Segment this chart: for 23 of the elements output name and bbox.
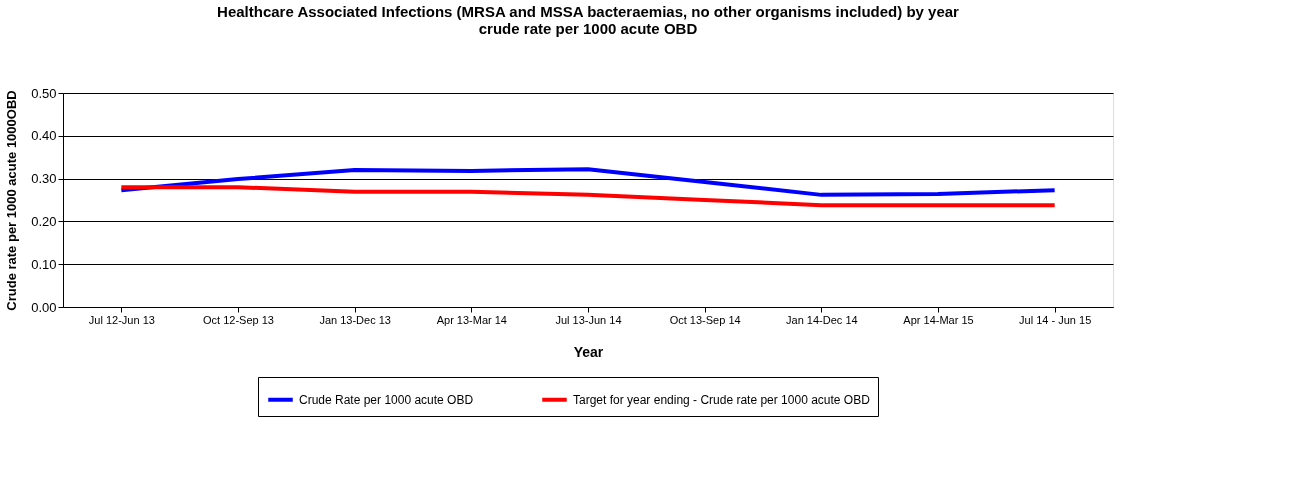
x-axis-title: Year <box>573 343 604 360</box>
x-tick-label: Jan 14-Dec 14 <box>786 313 858 326</box>
x-tick-label: Jul 13-Jun 14 <box>555 313 622 326</box>
y-tick-label: 0.50 <box>31 85 57 101</box>
legend-label: Target for year ending - Crude rate per 1000 acute OBD <box>573 392 871 407</box>
line-series <box>119 167 1057 197</box>
y-tick-label: 0.20 <box>31 213 57 229</box>
x-tick-label: Apr 13-Mar 14 <box>436 313 507 326</box>
x-tick-label: Jan 13-Dec 13 <box>319 313 391 326</box>
legend-label: Crude Rate per 1000 acute OBD <box>299 392 474 407</box>
x-tick-label: Jul 14 - Jun 15 <box>1019 313 1092 326</box>
text: crude rate per 1000 acute OBD <box>478 20 698 37</box>
line-series <box>119 185 1057 208</box>
text: Healthcare Associated Infections (MRSA and MSSA bacteraemias, no other organisms included) by year <box>217 3 959 20</box>
y-tick-label: 0.30 <box>31 171 57 187</box>
y-tick-label: 0.00 <box>31 299 57 315</box>
x-tick-label: Oct 12-Sep 13 <box>203 313 274 326</box>
y-tick-label: 0.40 <box>31 128 57 144</box>
y-tick-label: 0.10 <box>31 256 57 272</box>
x-tick-label: Oct 13-Sep 14 <box>669 313 741 326</box>
x-tick-label: Apr 14-Mar 15 <box>903 313 974 326</box>
x-tick-label: Jul 12-Jun 13 <box>88 313 155 326</box>
y-axis-title: Crude rate per 1000 acute 1000OBD <box>4 90 20 311</box>
